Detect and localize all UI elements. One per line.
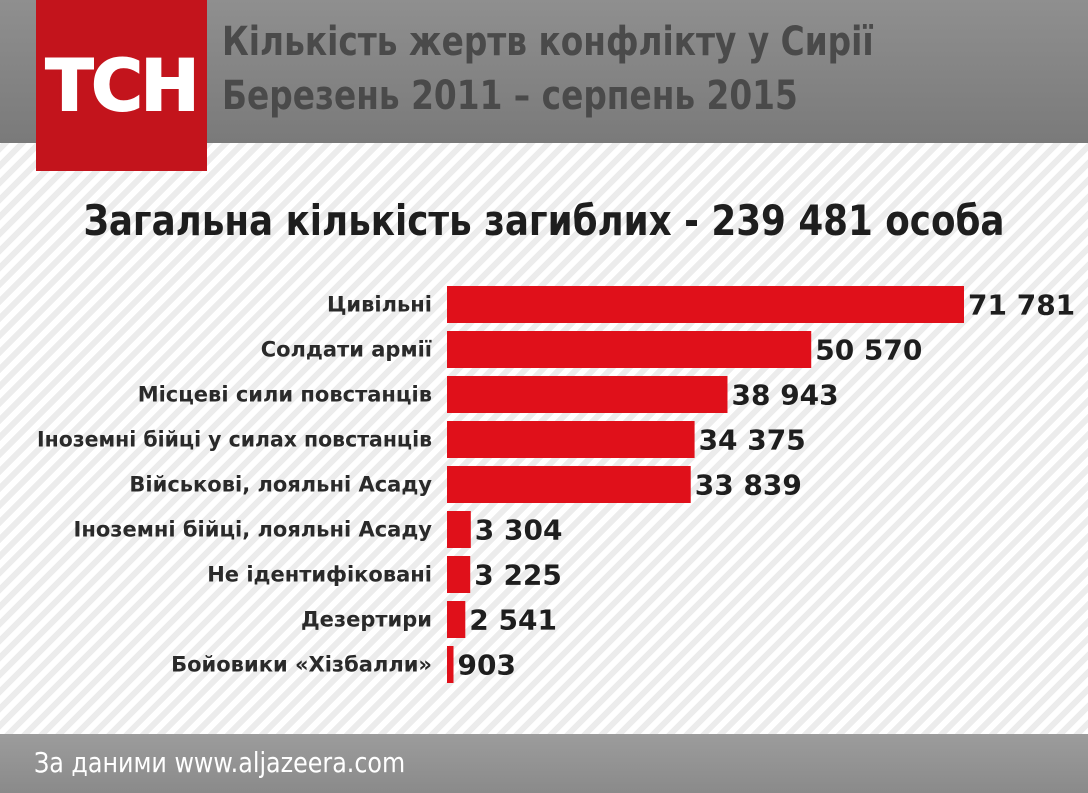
source-text: За даними www.aljazeera.com	[34, 746, 406, 779]
bar-2	[447, 376, 728, 413]
bar-5	[447, 511, 471, 548]
bar-1	[447, 331, 812, 368]
category-label: Військові, лояльні Асаду	[129, 473, 432, 497]
category-label: Місцеві сили повстанців	[138, 383, 432, 407]
category-label: Іноземні бійці, лояльні Асаду	[74, 518, 433, 542]
category-label: Дезертири	[301, 608, 432, 632]
value-label: 71 781	[968, 289, 1075, 322]
category-label: Іноземні бійці у силах повстанців	[37, 428, 432, 452]
value-label: 34 375	[699, 424, 806, 457]
page-title-line-2: Березень 2011 – серпень 2015	[222, 73, 798, 119]
page-title-line-1: Кількість жертв конфлікту у Сирії	[222, 19, 874, 65]
logo-text: ТСН	[45, 44, 201, 127]
bar-0	[447, 286, 964, 323]
bar-3	[447, 421, 695, 458]
value-label: 3 304	[475, 514, 563, 547]
category-label: Солдати армії	[261, 338, 432, 362]
value-label: 33 839	[695, 469, 802, 502]
value-label: 38 943	[731, 379, 838, 412]
value-label: 903	[458, 649, 516, 682]
value-label: 2 541	[469, 604, 557, 637]
bar-4	[447, 466, 691, 503]
chart-title: Загальна кількість загиблих - 239 481 ос…	[83, 196, 1005, 245]
bar-8	[447, 646, 454, 683]
bar-7	[447, 601, 466, 638]
bar-6	[447, 556, 471, 593]
value-label: 3 225	[474, 559, 562, 592]
tsn-logo: ТСН	[36, 0, 207, 171]
category-label: Не ідентифіковані	[207, 563, 432, 587]
category-label: Бойовики «Хізбалли»	[171, 653, 432, 677]
category-label: Цивільні	[327, 293, 432, 317]
footer-band: За даними www.aljazeera.com	[0, 734, 1088, 793]
value-label: 50 570	[815, 334, 922, 367]
